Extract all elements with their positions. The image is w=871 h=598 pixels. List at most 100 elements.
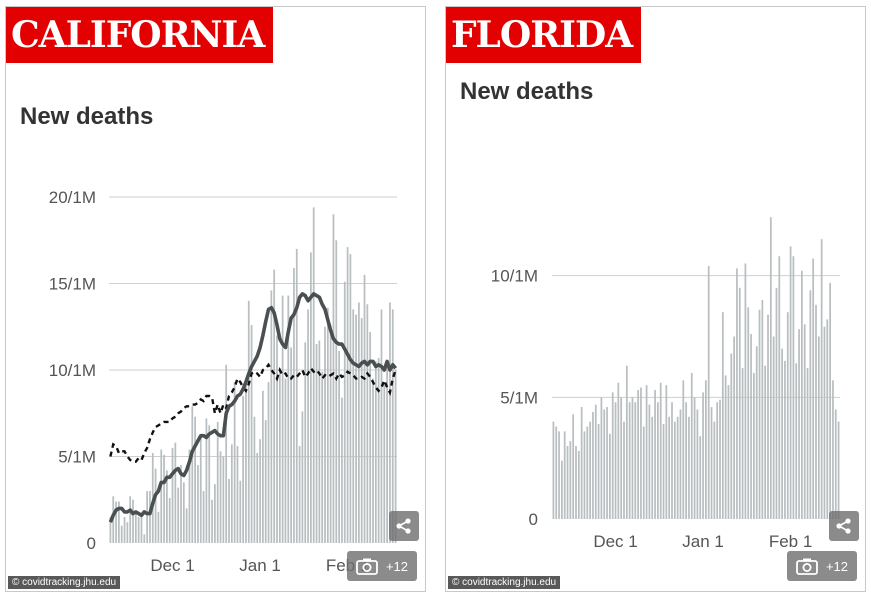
bar [352,309,355,543]
bar [744,263,747,519]
x-tick-label: Dec 1 [593,532,637,551]
bar [389,302,391,543]
bar [721,312,724,519]
bar [168,498,171,543]
bar [312,207,315,543]
bar [775,287,778,519]
bar [699,436,702,519]
bar [631,397,634,519]
bar [346,247,349,544]
bar [823,326,826,519]
bar [343,281,346,543]
bar [372,378,374,543]
bar [180,465,182,543]
x-tick-label: Dec 1 [150,556,194,575]
bar [174,442,177,543]
bar [671,402,673,519]
bar [829,282,831,519]
bar [380,309,383,543]
bar [134,511,137,543]
x-tick-label: Feb 1 [769,532,812,551]
bar [194,416,196,543]
bar [648,404,651,519]
bar [137,517,140,543]
bar [577,450,580,519]
bar [769,217,772,519]
bar [662,424,665,519]
bar [583,431,586,519]
gallery-button[interactable]: +12 [347,551,417,581]
bar [310,252,312,544]
bar [575,446,577,519]
bar [741,368,744,519]
bar [764,365,767,519]
bar [329,325,332,543]
bar [696,409,699,519]
bar [736,268,738,519]
bar [386,366,388,543]
bar [287,295,290,543]
bar [778,256,781,519]
bar [628,402,631,519]
bar [786,312,789,519]
bar [199,437,202,543]
bar [789,246,792,519]
bar [792,256,795,519]
x-tick-label: Jan 1 [682,532,724,551]
state-label: FLORIDA [446,7,642,63]
bar [245,378,247,543]
y-tick-label: 0 [529,510,538,529]
bar [555,426,558,519]
average-series-line [108,292,398,523]
bar [304,342,307,543]
bar [623,421,625,519]
bar [267,382,270,543]
bar [654,390,656,519]
bar [611,392,614,519]
bar [205,418,208,543]
bar [716,402,719,519]
y-tick-label: 5/1M [58,448,96,467]
bar [795,363,798,519]
bar [809,290,812,519]
share-button[interactable] [829,511,859,541]
bar [750,334,752,519]
bar [815,304,817,519]
camera-icon [356,558,378,575]
bar [115,501,117,543]
share-button[interactable] [389,511,419,541]
state-label: CALIFORNIA [6,7,274,63]
florida-chart: 0 5/1M 10/1M Dec 1 Jan 1 Feb 1 [491,217,840,551]
bar [318,340,321,543]
chart-title: New deaths [20,103,154,130]
bar [713,421,716,519]
bar [374,361,377,543]
bar [301,411,304,543]
bar [834,409,837,519]
bar [262,390,264,543]
bar [360,318,363,543]
y-tick-label: 0 [87,534,96,553]
bar [363,274,366,543]
bar [651,416,654,519]
bar [278,368,281,543]
bar [659,382,662,519]
bar [236,446,239,543]
source-credit: © covidtracking.jhu.edu [448,576,561,589]
bar [253,416,256,543]
bar [273,269,276,543]
bar [673,421,676,519]
gallery-button[interactable]: +12 [787,551,857,581]
bar [617,382,620,519]
bar [552,421,555,519]
bar [719,399,721,519]
bar [264,420,267,543]
bar [733,336,735,519]
bar [558,431,560,519]
bar [154,468,157,543]
bar [645,385,648,519]
bar [812,258,815,519]
bar [561,460,563,519]
bar [123,517,126,543]
